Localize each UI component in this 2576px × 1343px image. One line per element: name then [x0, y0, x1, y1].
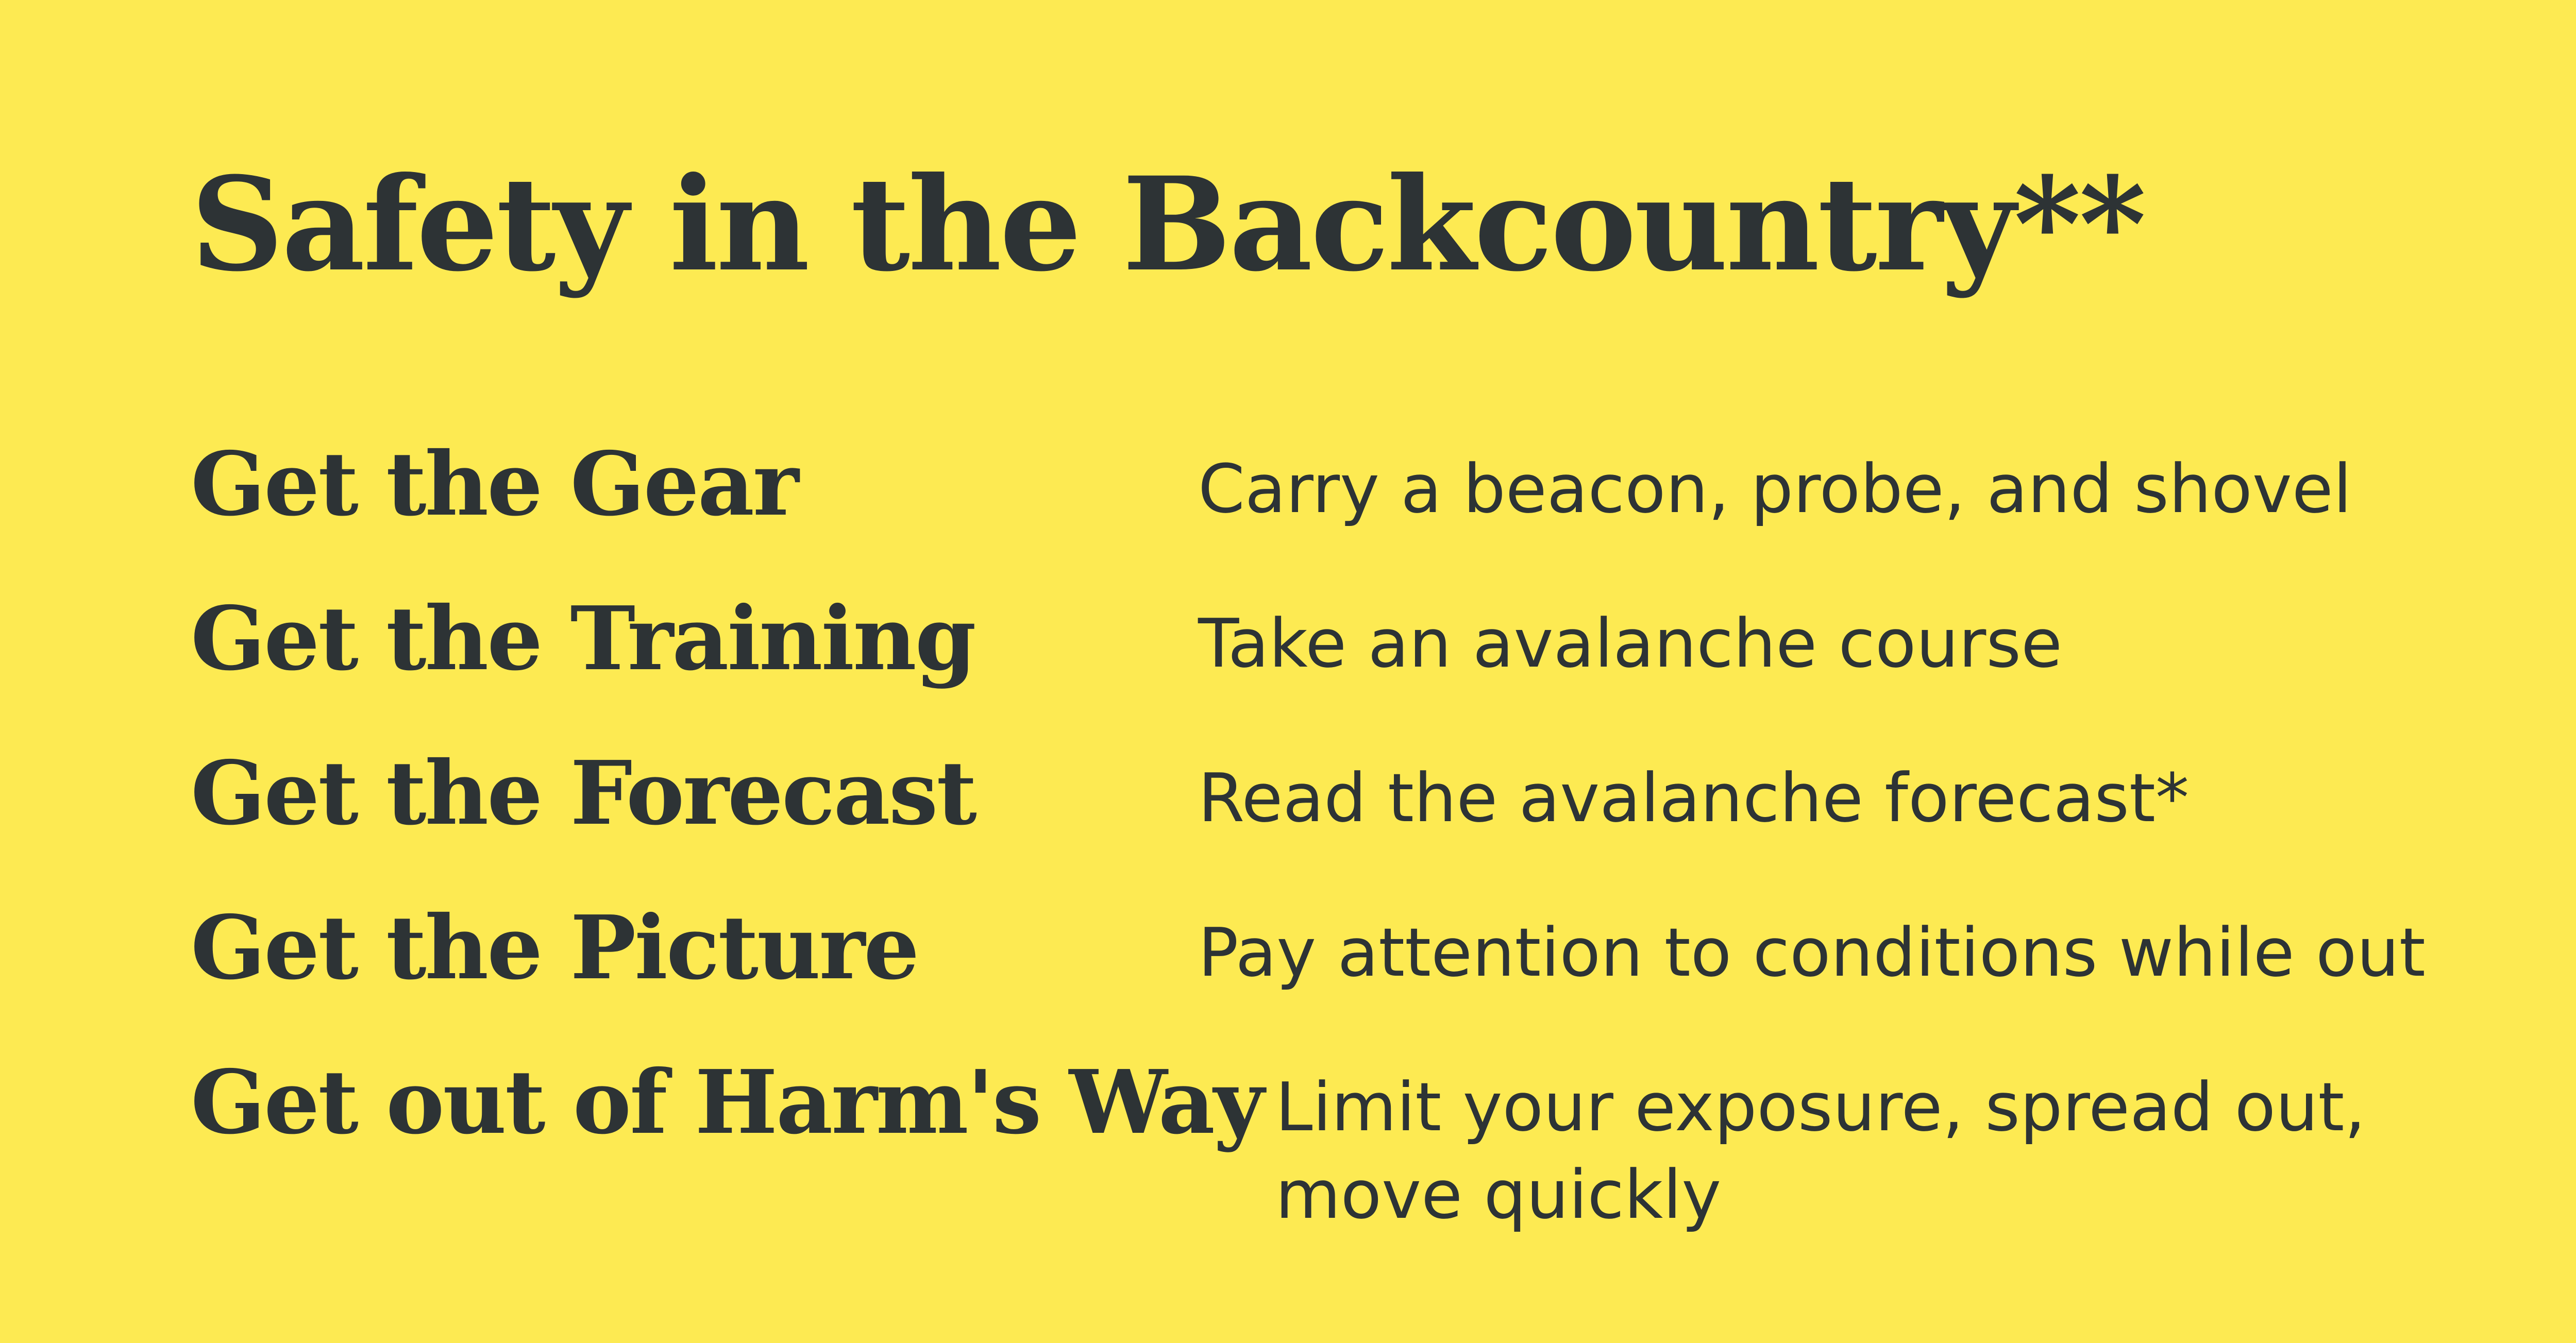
rule-term-harms-way: Get out of Harm's Way — [191, 1051, 1265, 1154]
slide-title: Safety in the Backcountry** — [191, 148, 2146, 300]
rule-description-gear: Carry a beacon, probe, and shovel — [1198, 450, 2352, 528]
rule-description-training: Take an avalanche course — [1198, 604, 2063, 683]
rule-description-harms-way-line-1: Limit your exposure, spread out, — [1275, 1068, 2366, 1146]
rule-term-picture: Get the Picture — [191, 896, 919, 999]
rule-term-training: Get the Training — [191, 587, 976, 690]
rule-description-picture: Pay attention to conditions while out — [1198, 913, 2426, 992]
rule-description-harms-way-line-2: move quickly — [1275, 1155, 1722, 1234]
rule-term-gear: Get the Gear — [191, 433, 799, 536]
rule-description-forecast: Read the avalanche forecast* — [1198, 759, 2189, 837]
rule-term-forecast: Get the Forecast — [191, 742, 977, 845]
